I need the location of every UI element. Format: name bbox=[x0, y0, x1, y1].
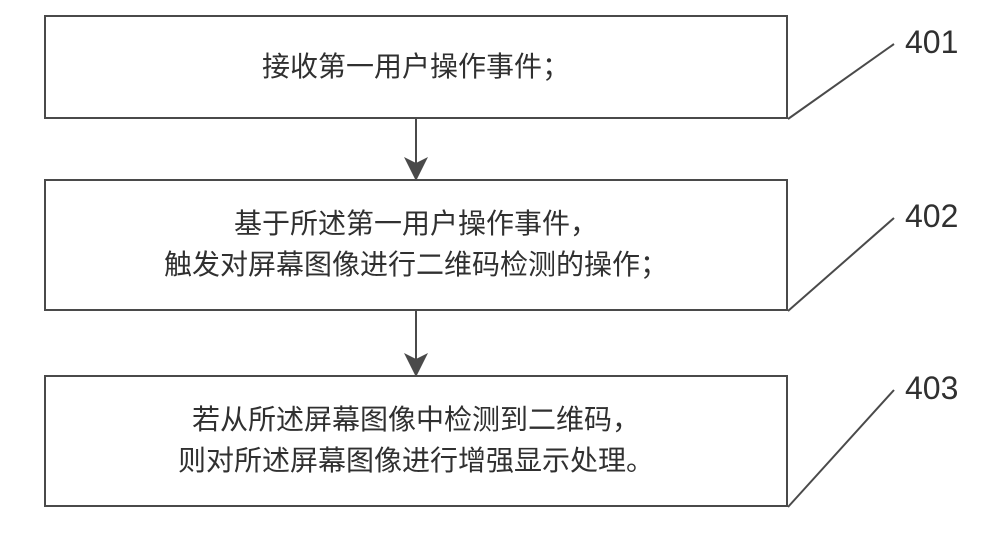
flowchart-canvas: 接收第一用户操作事件； 基于所述第一用户操作事件， 触发对屏幕图像进行二维码检测… bbox=[0, 0, 1000, 543]
step-label-403: 403 bbox=[905, 370, 958, 407]
step-label-401: 401 bbox=[905, 24, 958, 61]
step-label-402: 402 bbox=[905, 198, 958, 235]
leader-lines bbox=[788, 44, 894, 507]
flow-node-1-text: 接收第一用户操作事件； bbox=[262, 47, 570, 88]
flow-node-1: 接收第一用户操作事件； bbox=[44, 15, 788, 119]
flow-node-3: 若从所述屏幕图像中检测到二维码， 则对所述屏幕图像进行增强显示处理。 bbox=[44, 375, 788, 507]
flow-node-2: 基于所述第一用户操作事件， 触发对屏幕图像进行二维码检测的操作； bbox=[44, 179, 788, 311]
flow-node-3-text: 若从所述屏幕图像中检测到二维码， 则对所述屏幕图像进行增强显示处理。 bbox=[178, 400, 654, 481]
flow-node-2-text: 基于所述第一用户操作事件， 触发对屏幕图像进行二维码检测的操作； bbox=[164, 204, 668, 285]
